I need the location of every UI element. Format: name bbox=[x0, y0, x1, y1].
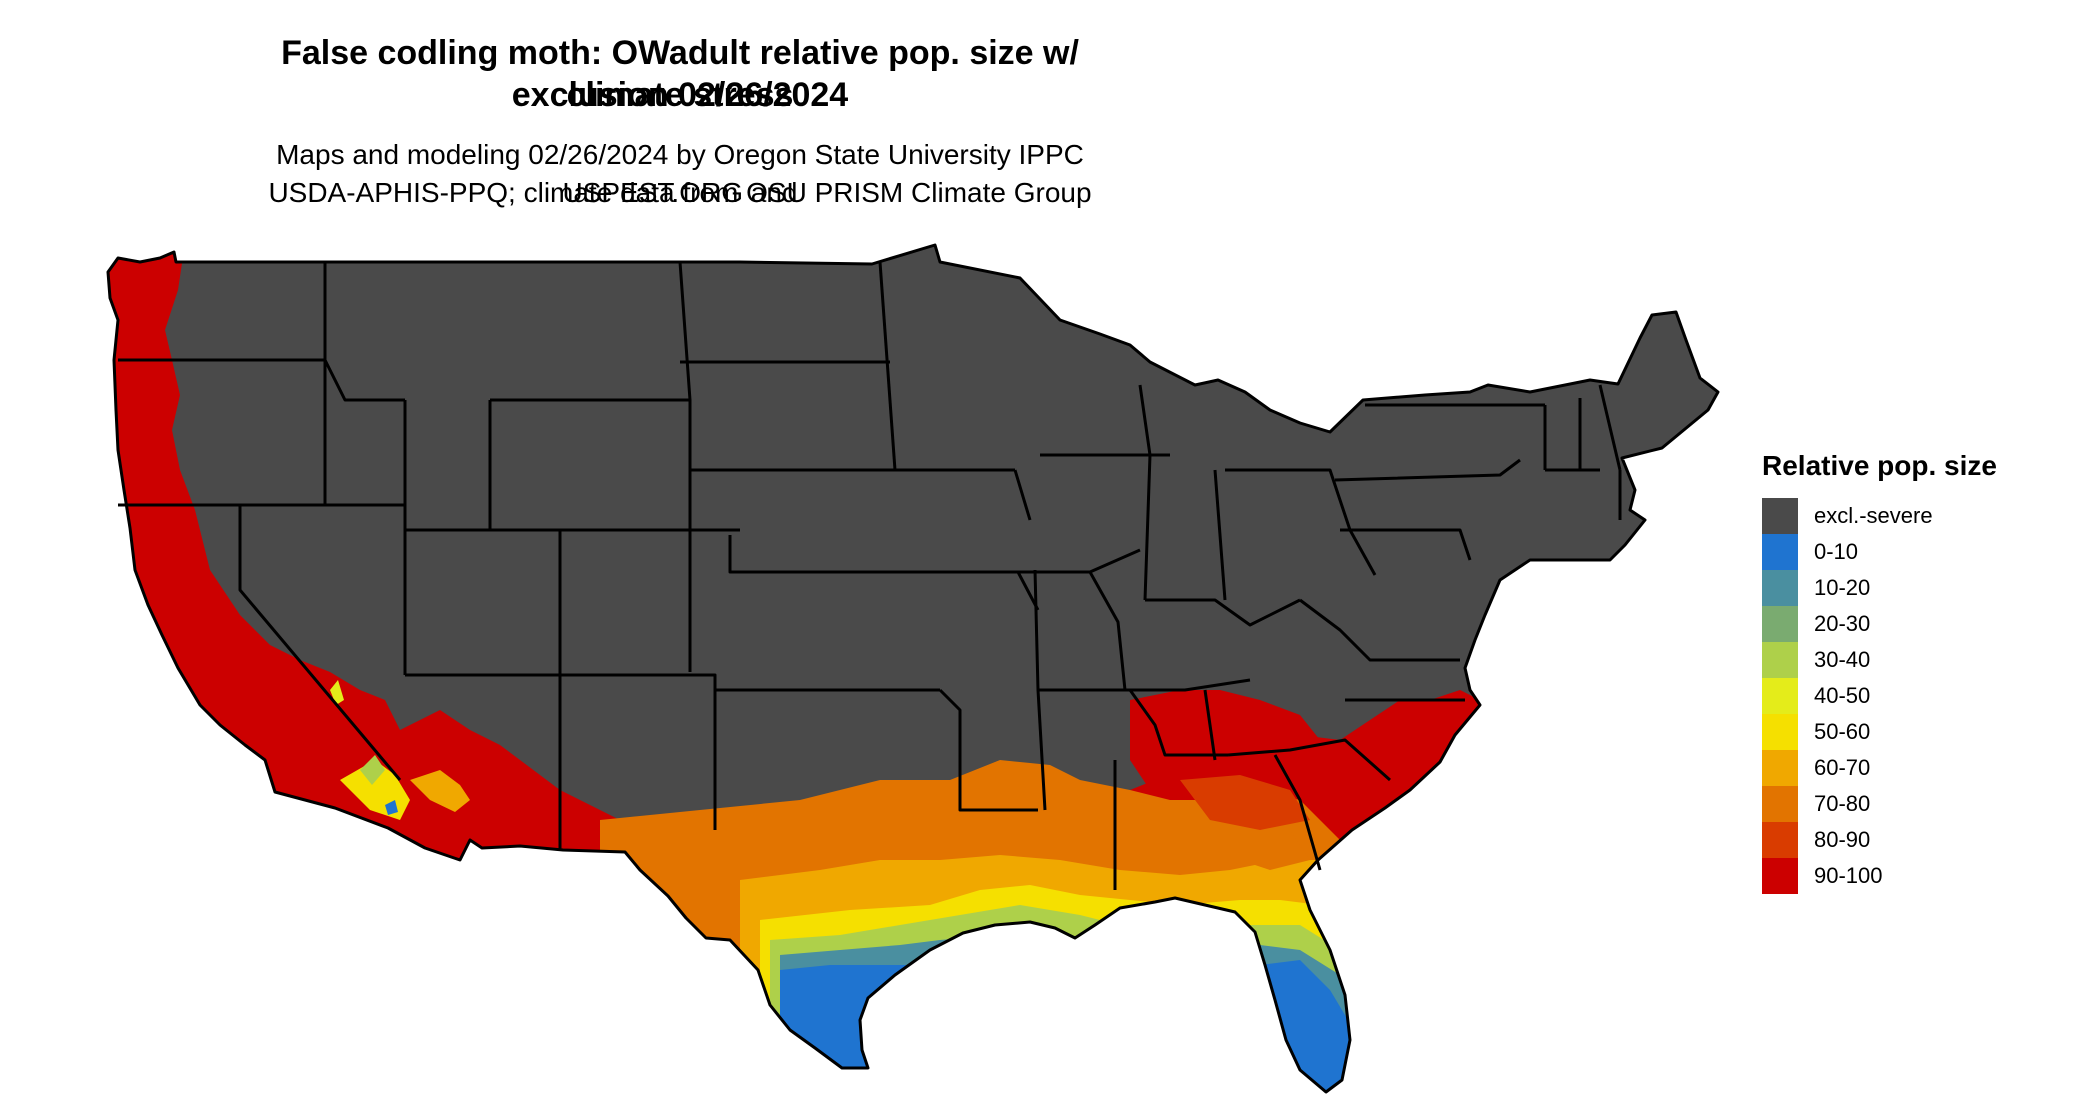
legend-label: 0-10 bbox=[1814, 539, 1859, 564]
legend-item: 50-60 bbox=[1762, 714, 1997, 750]
legend-label: 30-40 bbox=[1814, 647, 1871, 672]
legend-swatch bbox=[1762, 750, 1798, 786]
legend-item: 60-70 bbox=[1762, 750, 1997, 786]
legend-item: excl.-severe bbox=[1762, 498, 1997, 534]
legend-swatch bbox=[1762, 570, 1798, 606]
map-title-line-1: False codling moth: OWadult relative pop… bbox=[281, 34, 1079, 114]
legend-item: 90-100 bbox=[1762, 858, 1997, 894]
legend-label: 10-20 bbox=[1814, 575, 1871, 600]
map-subtitle-line-2: USDA-APHIS-PPQ; climate data from OSU PR… bbox=[268, 177, 1092, 208]
legend-label: 60-70 bbox=[1814, 755, 1871, 780]
legend-item: 10-20 bbox=[1762, 570, 1997, 606]
legend-swatch bbox=[1762, 642, 1798, 678]
southwest-desert-patches bbox=[330, 680, 470, 820]
legend-label: 40-50 bbox=[1814, 683, 1871, 708]
legend-label: 90-100 bbox=[1814, 863, 1883, 888]
legend-item: 80-90 bbox=[1762, 822, 1997, 858]
legend-swatch bbox=[1762, 498, 1798, 534]
legend: Relative pop. size excl.-severe 0-10 10-20… bbox=[1762, 450, 1997, 894]
legend-label: excl.-severe bbox=[1814, 503, 1933, 528]
map-subtitle-line-1: Maps and modeling 02/26/2024 by Oregon S… bbox=[276, 139, 1084, 208]
legend-item: 20-30 bbox=[1762, 606, 1997, 642]
legend-swatch bbox=[1762, 678, 1798, 714]
legend-items: excl.-severe 0-10 10-20 20-30 30-40 40-50 50-6… bbox=[1762, 498, 1997, 894]
southeast-transition bbox=[1130, 690, 1330, 870]
legend-swatch bbox=[1762, 858, 1798, 894]
legend-swatch bbox=[1762, 606, 1798, 642]
legend-swatch bbox=[1762, 534, 1798, 570]
state-borders bbox=[106, 243, 1720, 1094]
legend-swatch bbox=[1762, 714, 1798, 750]
legend-label: 70-80 bbox=[1814, 791, 1871, 816]
legend-label: 80-90 bbox=[1814, 827, 1871, 852]
legend-item: 40-50 bbox=[1762, 678, 1997, 714]
legend-item: 70-80 bbox=[1762, 786, 1997, 822]
legend-label: 20-30 bbox=[1814, 611, 1871, 636]
legend-item: 0-10 bbox=[1762, 534, 1997, 570]
legend-swatch bbox=[1762, 822, 1798, 858]
map-title-line-2: exclusion 02/26/2024 bbox=[511, 76, 849, 114]
legend-title: Relative pop. size bbox=[1762, 450, 1997, 481]
legend-item: 30-40 bbox=[1762, 642, 1997, 678]
legend-label: 50-60 bbox=[1814, 719, 1871, 744]
legend-swatch bbox=[1762, 786, 1798, 822]
